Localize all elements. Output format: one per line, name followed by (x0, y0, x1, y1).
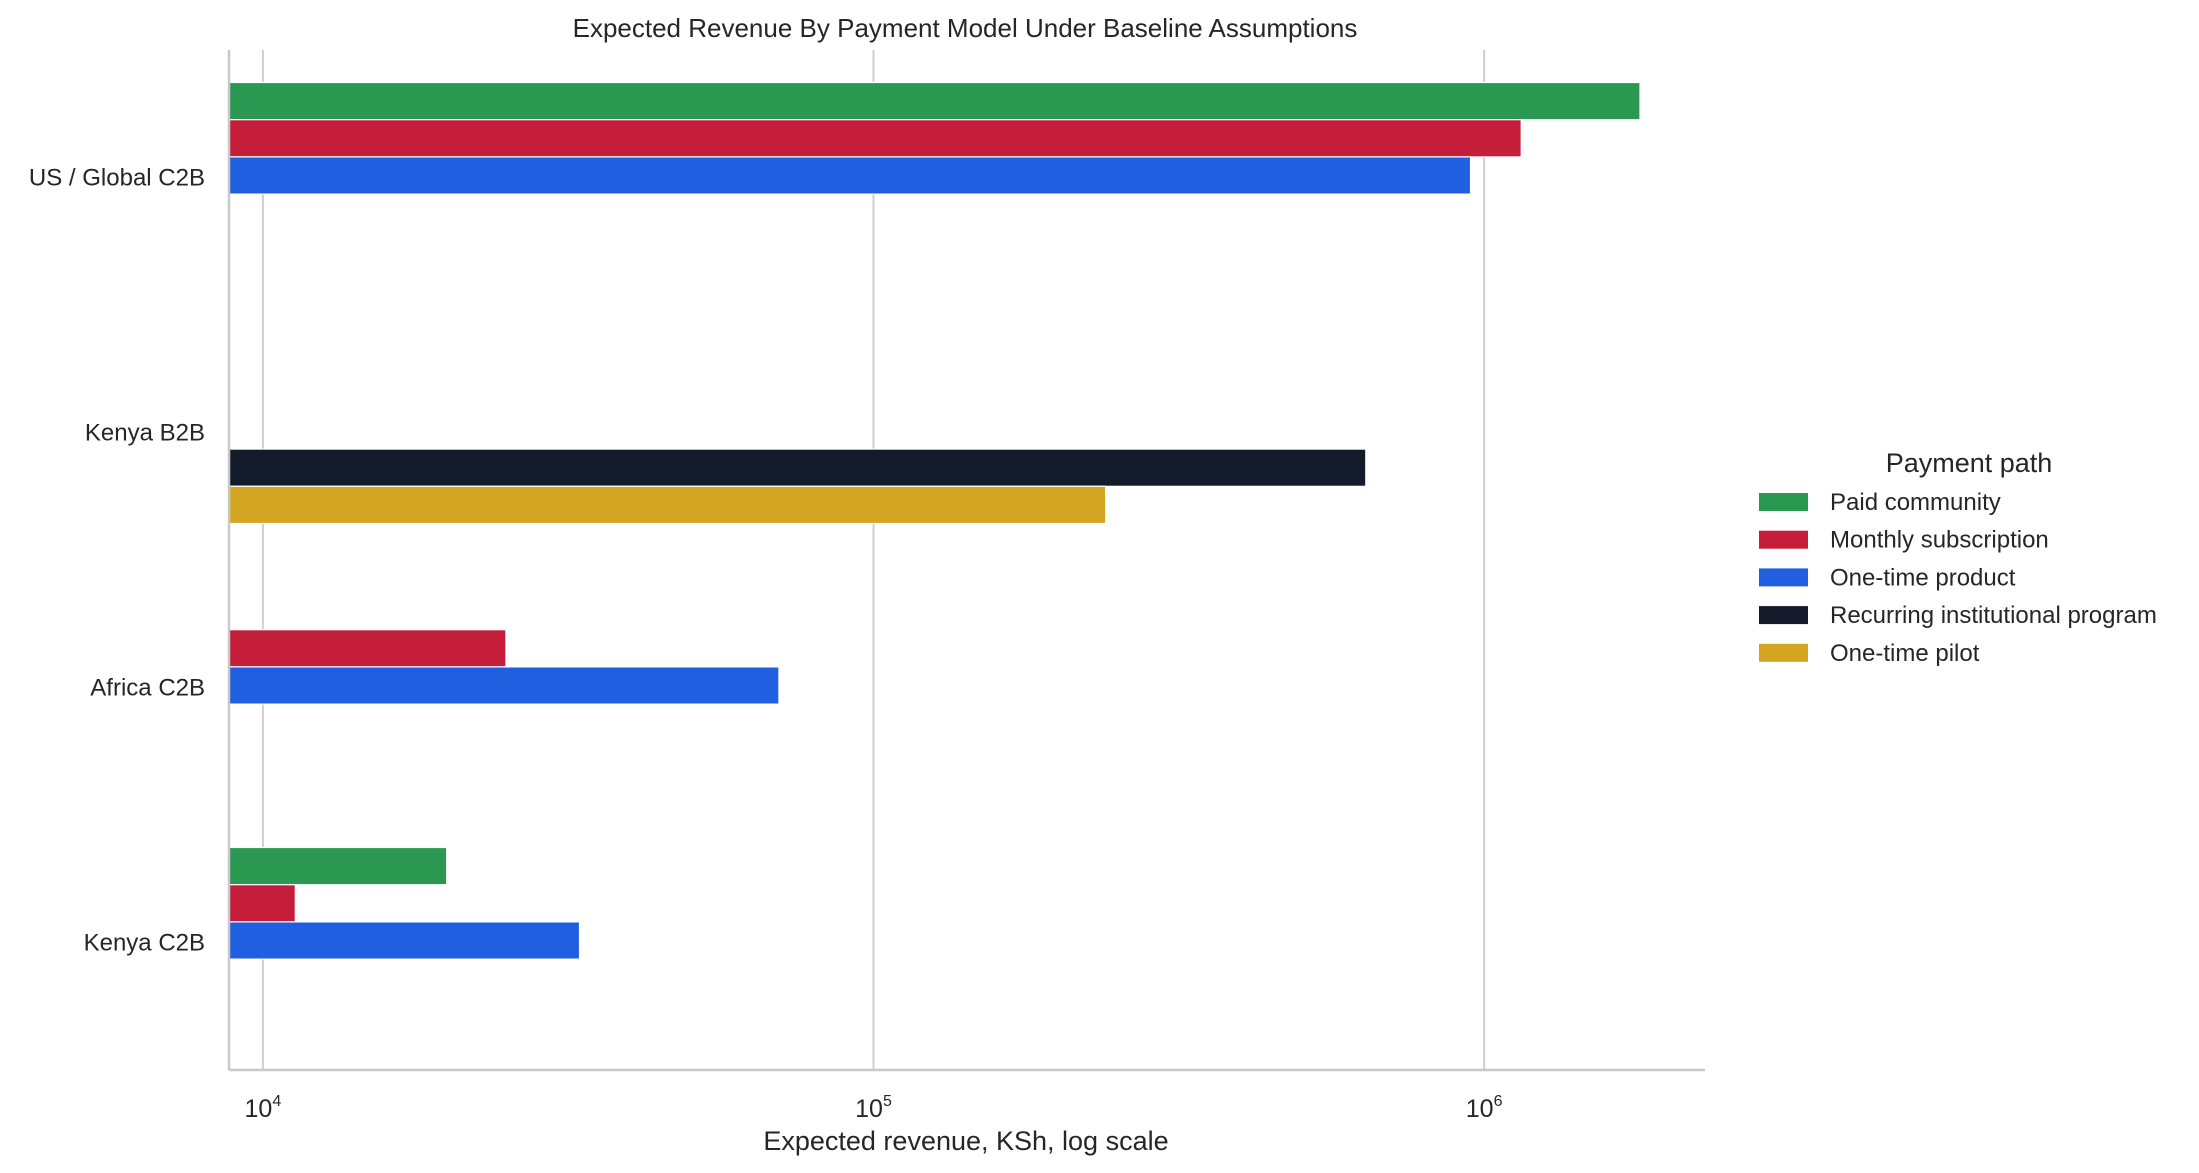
bar (228, 156, 1472, 195)
legend-swatch (1759, 530, 1808, 549)
x-tick-label: 106 (1466, 1093, 1503, 1123)
legend-items: Paid community Monthly subscription One-ti… (1759, 489, 2157, 667)
legend-swatch (1759, 493, 1808, 511)
legend-label: Recurring institutional program (1830, 602, 2157, 629)
bar (228, 485, 1107, 525)
x-tick-base: 10 (1466, 1095, 1494, 1123)
category-label: Kenya B2B (85, 420, 205, 447)
chart-title: Expected Revenue By Payment Model Under … (573, 13, 1358, 43)
legend-swatch (1759, 606, 1808, 625)
bar (228, 921, 581, 960)
category-label: US / Global C2B (29, 165, 205, 192)
bar (228, 884, 296, 923)
bar (228, 846, 448, 886)
bar (228, 629, 507, 668)
bar (228, 81, 1641, 121)
x-tick-exponent: 6 (1494, 1093, 1503, 1110)
axes (227, 50, 1705, 1072)
legend-label: One-time product (1830, 564, 2016, 591)
x-tick-exponent: 5 (883, 1093, 892, 1110)
x-tick-labels: 104 105 106 (245, 1093, 1503, 1123)
x-tick-label: 104 (245, 1093, 282, 1123)
category-label: Kenya C2B (84, 930, 205, 957)
bars (228, 81, 1641, 960)
x-tick-label: 105 (855, 1093, 892, 1123)
legend: Payment path Paid community Monthly subsc… (1759, 448, 2157, 667)
bar (228, 448, 1367, 487)
x-tick-base: 10 (855, 1095, 883, 1123)
legend-swatch (1759, 643, 1808, 662)
legend-swatch (1759, 568, 1808, 587)
category-label: Africa C2B (90, 675, 205, 702)
x-tick-exponent: 4 (272, 1093, 281, 1110)
legend-label: One-time pilot (1830, 640, 1980, 667)
category-labels: US / Global C2B Kenya B2B Africa C2B Kenya … (29, 165, 205, 957)
legend-label: Paid community (1830, 489, 2001, 516)
legend-title: Payment path (1886, 448, 2053, 478)
legend-label: Monthly subscription (1830, 527, 2049, 554)
grid-lines (261, 50, 1486, 1070)
x-tick-base: 10 (245, 1095, 273, 1123)
bar (228, 666, 780, 705)
bar (228, 119, 1522, 158)
x-axis-label: Expected revenue, KSh, log scale (763, 1126, 1168, 1156)
